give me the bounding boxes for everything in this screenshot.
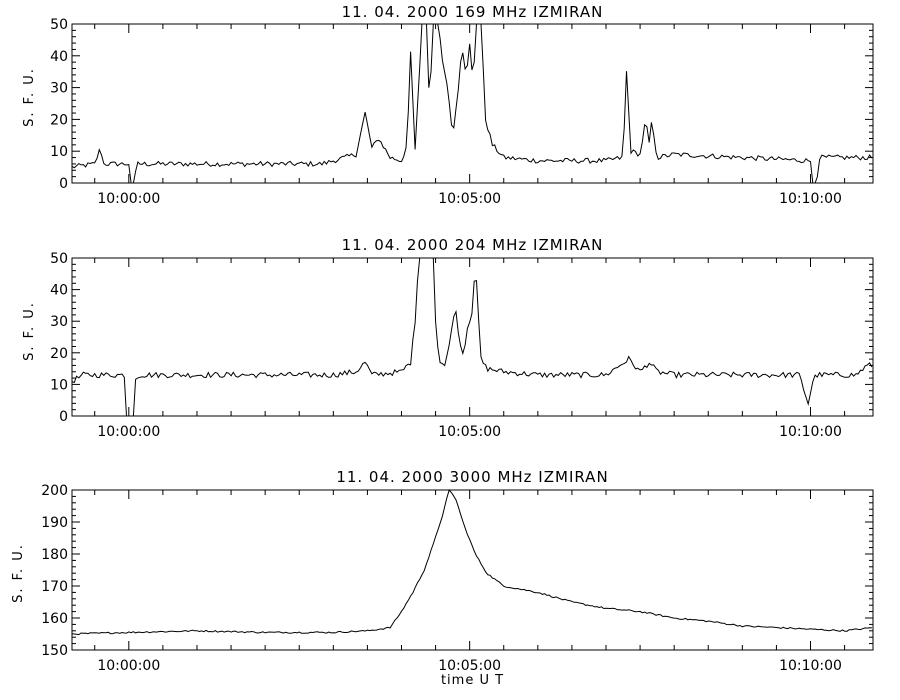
x-tick-label: 10:00:00 <box>97 424 160 440</box>
x-tick-label: 10:00:00 <box>97 191 160 207</box>
x-axis-label: time U T <box>441 673 504 688</box>
x-tick-label: 10:10:00 <box>779 424 842 440</box>
x-tick-label: 10:10:00 <box>779 191 842 207</box>
y-tick-label: 20 <box>50 112 68 128</box>
y-tick-label: 50 <box>50 17 68 33</box>
series-line-1 <box>71 488 872 636</box>
y-axis-label: S. F. U. <box>11 543 26 603</box>
y-tick-label: 200 <box>41 483 68 499</box>
y-tick-label: 10 <box>50 377 68 393</box>
x-tick-label: 10:05:00 <box>438 658 501 674</box>
y-tick-label: 150 <box>41 643 68 659</box>
y-tick-label: 170 <box>41 579 68 595</box>
chart-panel-2: 11. 04. 2000 204 MHz IZMIRAN S. F. U. 0 10 2… <box>22 236 874 440</box>
y-tick-label: 30 <box>50 81 68 97</box>
plot-frame <box>71 23 874 184</box>
y-tick-label: 10 <box>50 144 68 160</box>
x-tick-label: 10:05:00 <box>438 191 501 207</box>
y-tick-label: 160 <box>41 611 68 627</box>
plot-frame <box>71 489 874 651</box>
series-line-1 <box>71 257 873 417</box>
x-tick-label: 10:05:00 <box>438 424 501 440</box>
y-tick-label: 20 <box>50 346 68 362</box>
y-tick-label: 30 <box>50 314 68 330</box>
y-tick-label: 40 <box>50 49 68 65</box>
chart-title: 11. 04. 2000 169 MHz IZMIRAN <box>342 3 604 21</box>
chart-panel-3: 11. 04. 2000 3000 MHz IZMIRAN S. F. U. 150… <box>11 468 874 688</box>
y-axis-label: S. F. U. <box>22 67 37 127</box>
y-axis-label: S. F. U. <box>22 301 37 361</box>
y-tick-label: 0 <box>59 176 68 192</box>
plot-frame <box>71 257 874 417</box>
y-tick-label: 0 <box>59 409 68 425</box>
y-tick-label: 50 <box>50 251 68 267</box>
y-tick-label: 40 <box>50 283 68 299</box>
chart-panel-1: 11. 04. 2000 169 MHz IZMIRAN S. F. U. 0 10 2… <box>22 3 874 207</box>
y-tick-label: 180 <box>41 547 68 563</box>
x-tick-label: 10:00:00 <box>97 658 160 674</box>
series-line-1 <box>71 23 873 184</box>
chart-title: 11. 04. 2000 3000 MHz IZMIRAN <box>336 468 608 486</box>
chart-title: 11. 04. 2000 204 MHz IZMIRAN <box>342 236 604 254</box>
y-tick-label: 190 <box>41 515 68 531</box>
x-tick-label: 10:10:00 <box>779 658 842 674</box>
